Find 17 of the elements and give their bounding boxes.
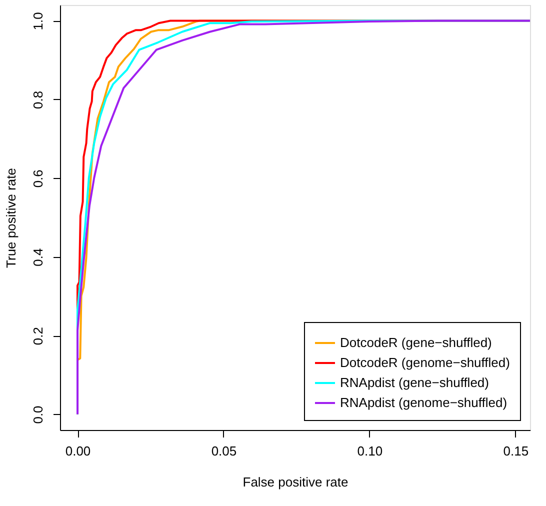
y-tick-label: 0.4 <box>30 248 46 266</box>
y-tick-label: 0.2 <box>30 327 46 346</box>
x-tick-label: 0.10 <box>357 444 383 458</box>
legend-label: RNApdist (gene−shuffled) <box>340 375 489 390</box>
legend-label: RNApdist (genome−shuffled) <box>340 395 508 410</box>
y-tick-label: 1.0 <box>30 12 46 30</box>
y-tick-label: 0.0 <box>30 406 46 424</box>
y-tick-label: 0.8 <box>30 90 46 109</box>
y-tick-label: 0.6 <box>30 170 46 188</box>
legend-label: DotcodeR (gene−shuffled) <box>340 335 492 350</box>
y-axis-title: True positive rate <box>4 168 18 268</box>
x-tick-label: 0.15 <box>503 444 529 458</box>
x-axis-title: False positive rate <box>242 474 348 490</box>
x-tick-label: 0.05 <box>211 444 237 458</box>
line-series <box>76 20 530 416</box>
x-tick-label: 0.00 <box>65 444 91 458</box>
legend-label: DotcodeR (genome−shuffled) <box>340 355 510 370</box>
